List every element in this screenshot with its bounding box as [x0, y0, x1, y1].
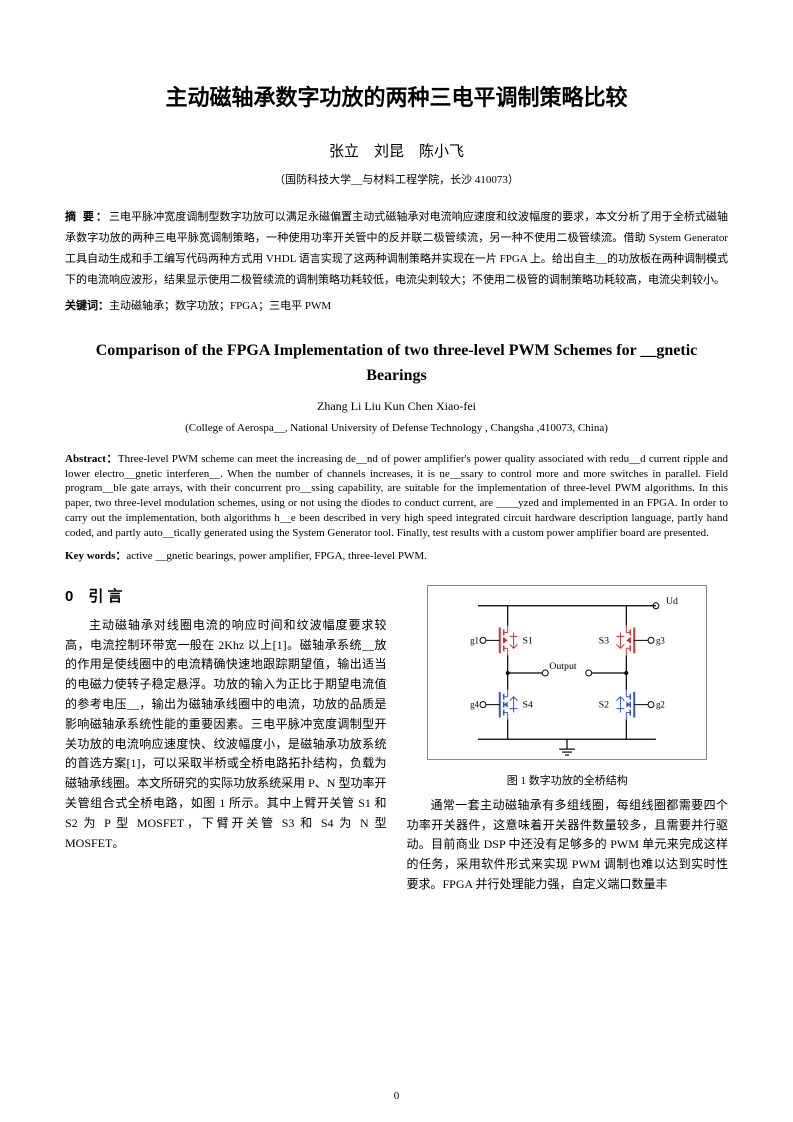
title-en-line1: Comparison of the FPGA Implementation of…	[65, 338, 728, 364]
keywords-cn-text: 主动磁轴承；数字功放；FPGA；三电平 PWM	[109, 300, 331, 312]
column-right-paragraph: 通常一套主动磁轴承有多组线圈，每组线圈都需要四个功率开关器件，这意味着开关器件数…	[407, 796, 729, 895]
abstract-chinese: 摘 要：三电平脉冲宽度调制型数字功放可以满足永磁偏置主动式磁轴承对电流响应速度和…	[65, 207, 728, 291]
keywords-en-text: active __gnetic bearings, power amplifie…	[126, 550, 426, 562]
mosfet-s3	[617, 625, 655, 655]
abstract-cn-label: 摘 要：	[65, 211, 109, 223]
label-output: Output	[549, 661, 577, 672]
label-s4: S4	[523, 699, 533, 710]
abstract-en-text: Three-level PWM scheme can meet the incr…	[65, 453, 728, 539]
label-g4: g4	[470, 699, 479, 709]
affiliation-chinese: （国防科技大学__与材料工程学院，长沙 410073）	[65, 171, 728, 187]
circuit-diagram: Ud	[427, 585, 707, 760]
authors-chinese: 张立 刘昆 陈小飞	[65, 140, 728, 161]
title-english: Comparison of the FPGA Implementation of…	[65, 338, 728, 389]
label-s3: S3	[599, 635, 609, 646]
label-g1: g1	[470, 635, 479, 645]
column-left-paragraph: 主动磁轴承对线圈电流的响应时间和纹波幅度要求较高，电流控制环带宽一般在 2Khz…	[65, 616, 387, 854]
keywords-english: Key words：active __gnetic bearings, powe…	[65, 547, 728, 563]
section-0-heading: 0 引 言	[65, 585, 387, 606]
column-left: 0 引 言 主动磁轴承对线圈电流的响应时间和纹波幅度要求较高，电流控制环带宽一般…	[65, 585, 387, 895]
mosfet-s4	[480, 690, 518, 720]
column-right: Ud	[407, 585, 729, 895]
mosfet-s1	[480, 625, 518, 655]
label-ud: Ud	[666, 596, 678, 607]
affiliation-english: (College of Aerospa__, National Universi…	[65, 422, 728, 434]
page-number: 0	[394, 1090, 400, 1102]
abstract-cn-text: 三电平脉冲宽度调制型数字功放可以满足永磁偏置主动式磁轴承对电流响应速度和纹波幅度…	[65, 211, 728, 286]
abstract-en-label: Abstract：	[65, 453, 118, 465]
title-chinese: 主动磁轴承数字功放的两种三电平调制策略比较	[65, 80, 728, 112]
mosfet-s2	[617, 690, 655, 720]
label-g3: g3	[656, 635, 665, 645]
keywords-en-label: Key words：	[65, 550, 126, 562]
label-s1: S1	[523, 635, 533, 646]
label-g2: g2	[656, 699, 665, 709]
label-s2: S2	[599, 699, 609, 710]
keywords-chinese: 关键词：主动磁轴承；数字功放；FPGA；三电平 PWM	[65, 297, 728, 313]
authors-english: Zhang Li Liu Kun Chen Xiao-fei	[65, 399, 728, 414]
keywords-cn-label: 关键词：	[65, 300, 109, 312]
abstract-english: Abstract：Three-level PWM scheme can meet…	[65, 452, 728, 541]
two-column-body: 0 引 言 主动磁轴承对线圈电流的响应时间和纹波幅度要求较高，电流控制环带宽一般…	[65, 585, 728, 895]
figure-1: Ud	[407, 585, 729, 764]
figure-1-caption: 图 1 数字功放的全桥结构	[407, 772, 729, 788]
title-en-line2: Bearings	[65, 363, 728, 389]
